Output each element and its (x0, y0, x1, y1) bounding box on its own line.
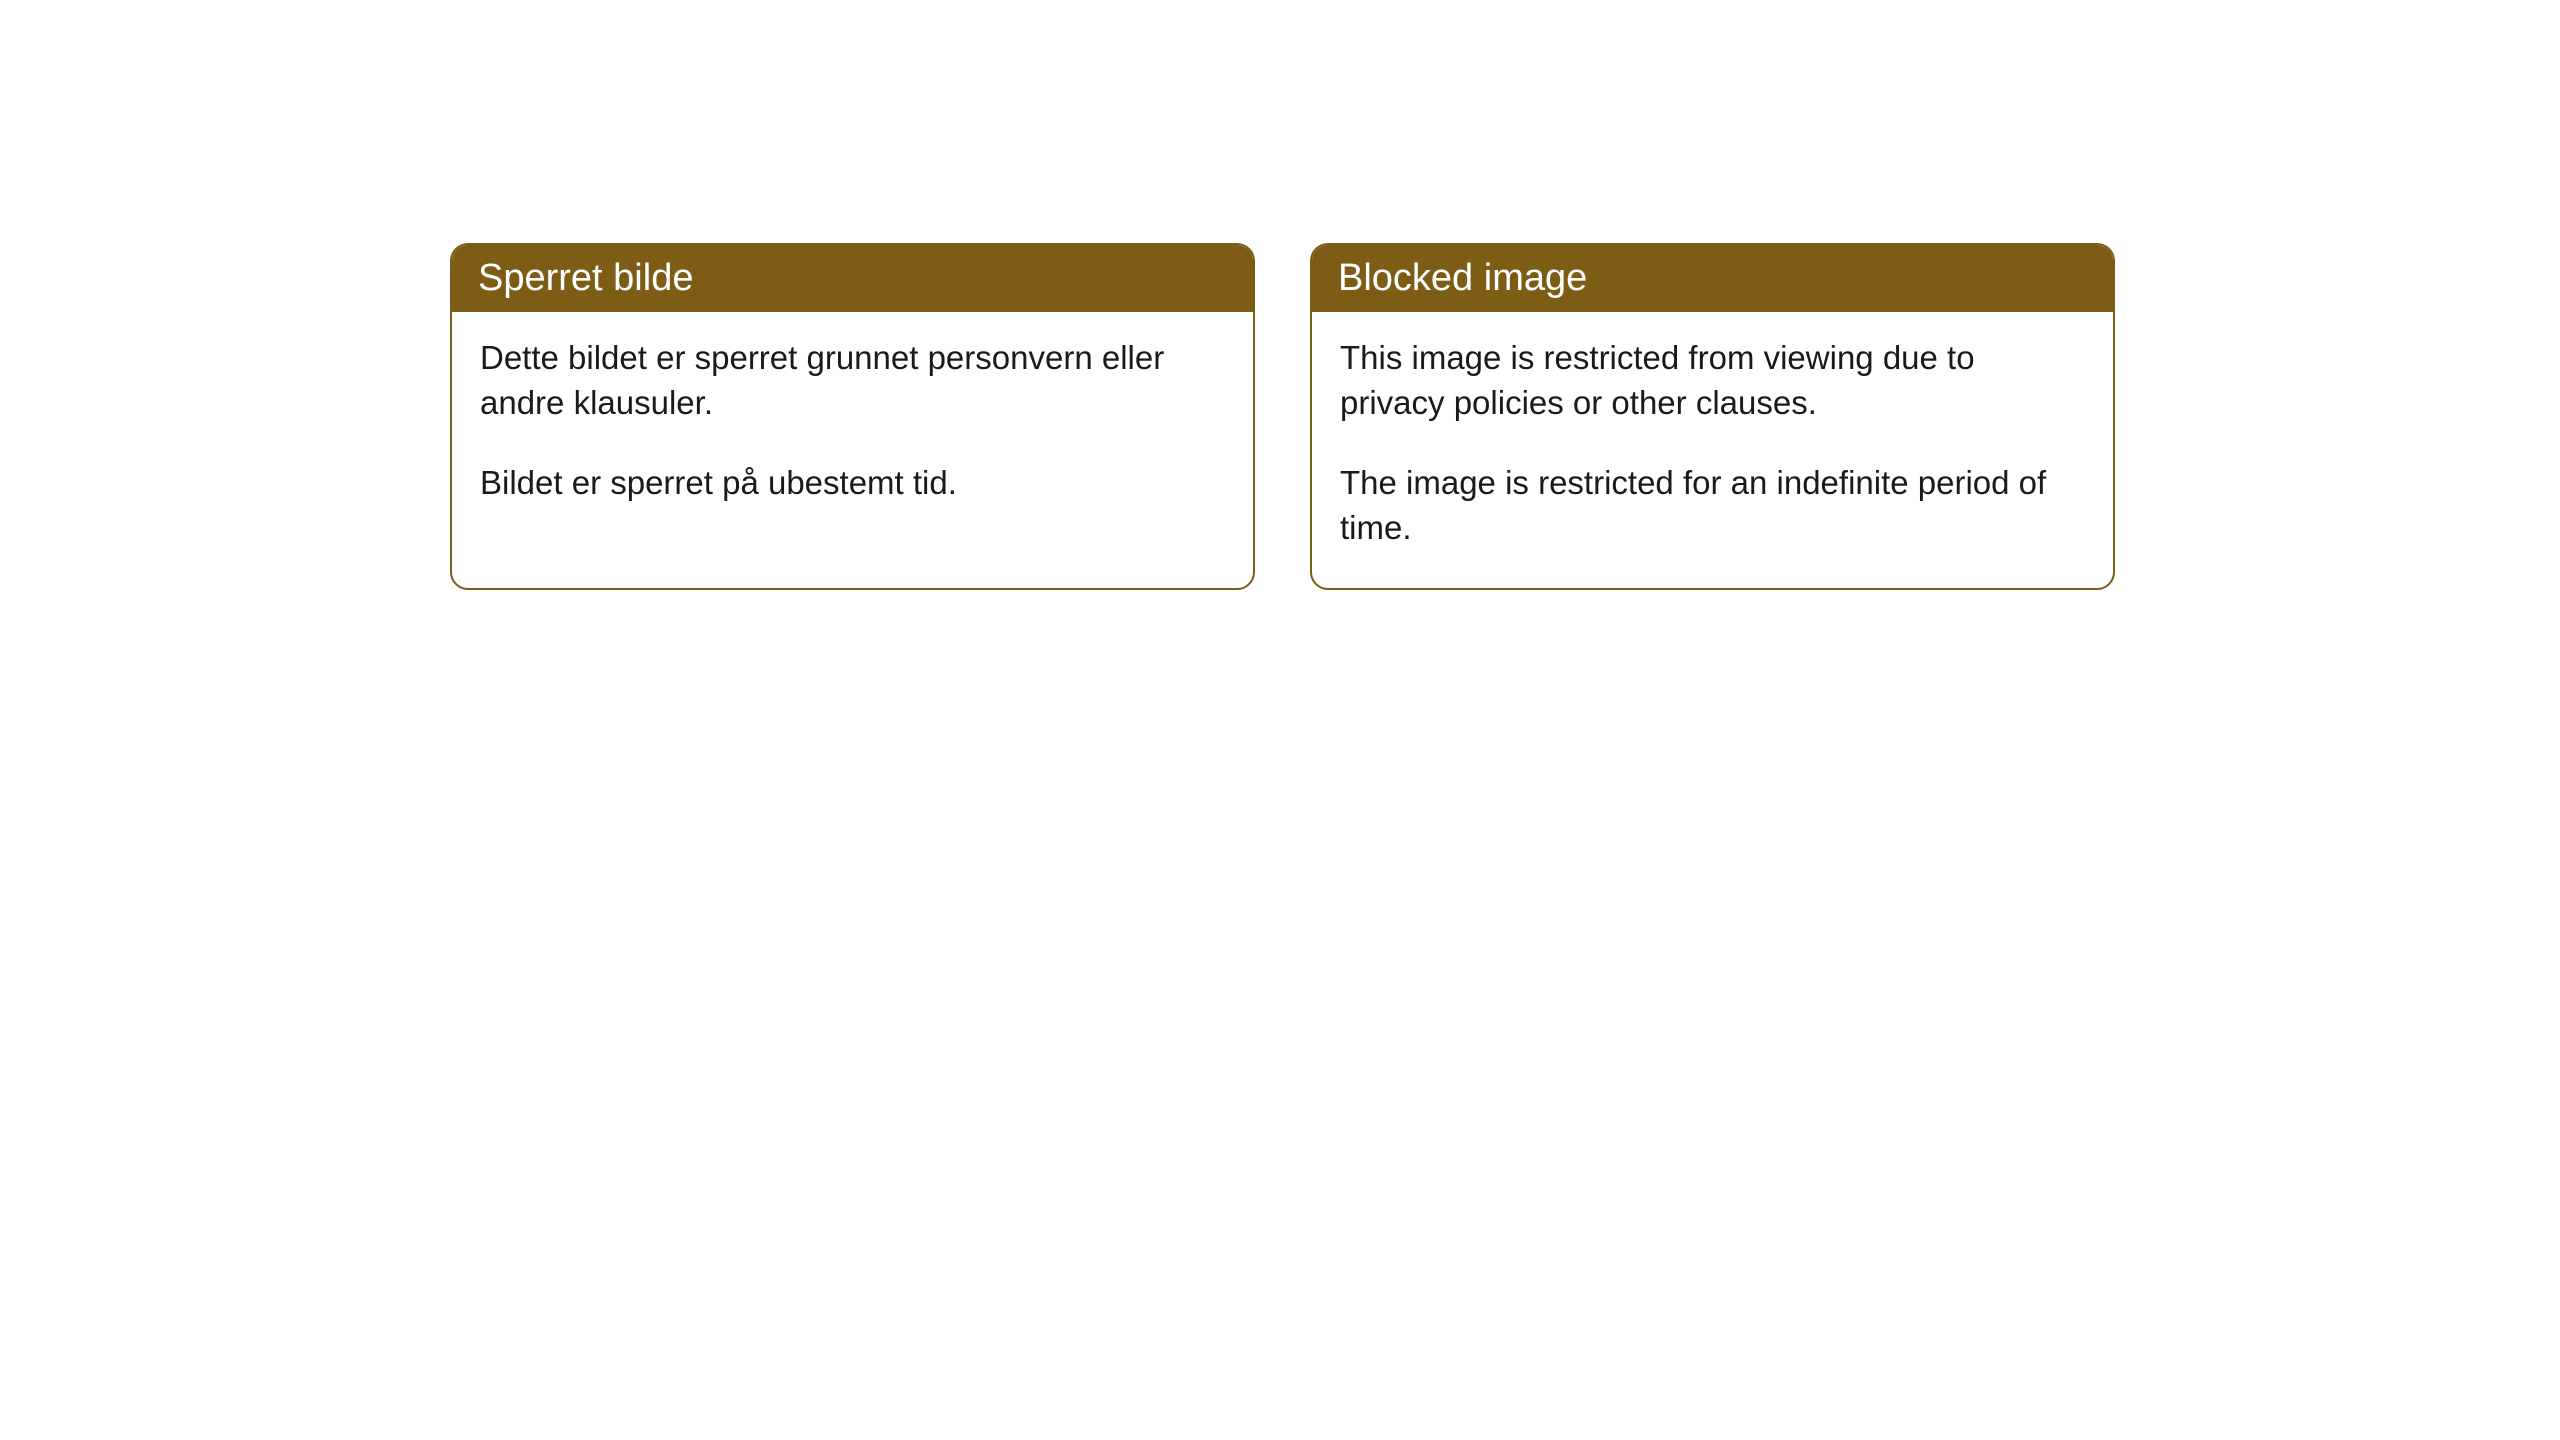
info-cards-container: Sperret bilde Dette bildet er sperret gr… (450, 243, 2115, 590)
card-body-norwegian: Dette bildet er sperret grunnet personve… (452, 312, 1253, 544)
card-paragraph-1-english: This image is restricted from viewing du… (1340, 336, 2085, 425)
card-title-norwegian: Sperret bilde (478, 257, 693, 299)
card-paragraph-1-norwegian: Dette bildet er sperret grunnet personve… (480, 336, 1225, 425)
blocked-image-card-norwegian: Sperret bilde Dette bildet er sperret gr… (450, 243, 1255, 590)
card-paragraph-2-english: The image is restricted for an indefinit… (1340, 461, 2085, 550)
card-header-norwegian: Sperret bilde (452, 245, 1253, 312)
card-header-english: Blocked image (1312, 245, 2113, 312)
blocked-image-card-english: Blocked image This image is restricted f… (1310, 243, 2115, 590)
card-paragraph-2-norwegian: Bildet er sperret på ubestemt tid. (480, 461, 1225, 506)
card-title-english: Blocked image (1338, 257, 1587, 299)
card-body-english: This image is restricted from viewing du… (1312, 312, 2113, 588)
